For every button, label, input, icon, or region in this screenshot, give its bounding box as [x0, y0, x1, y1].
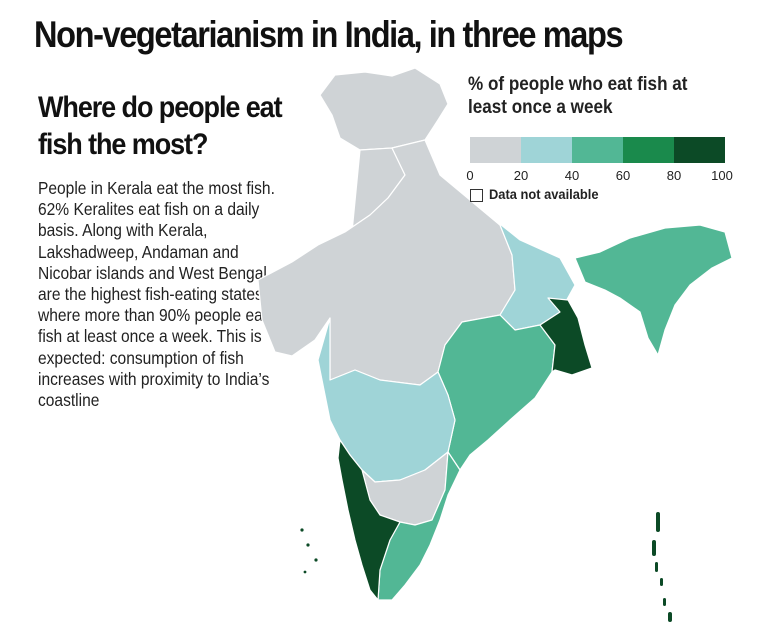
body-paragraph: People in Kerala eat the most fish. 62% …: [38, 178, 275, 411]
map-region-west-bengal: [539, 297, 593, 376]
legend-ticks: 0 20 40 60 80 100: [466, 168, 733, 184]
map-region-kerala: [337, 439, 401, 601]
map-region-north-east: [574, 224, 733, 356]
map-region-east-coast: [437, 314, 556, 471]
map-region-islands: [300, 512, 672, 622]
legend-swatch: [572, 137, 623, 163]
page-title: Non-vegetarianism in India, in three map…: [34, 14, 624, 55]
legend-swatch: [521, 137, 572, 163]
legend-title: % of people who eat fish at least once a…: [468, 74, 688, 118]
legend-tick-label: 20: [513, 168, 529, 183]
section-subtitle: Where do people eat fish the most?: [38, 91, 283, 161]
map-region-north: [319, 67, 449, 151]
legend-tick-label: 80: [666, 168, 682, 183]
map-region-south-east-coast: [377, 451, 461, 601]
legend-tick-label: 100: [711, 168, 733, 183]
legend-tick-label: 40: [564, 168, 580, 183]
legend-tick-label: 60: [615, 168, 631, 183]
legend-color-scale: [470, 137, 725, 163]
legend-swatch: [470, 137, 521, 163]
legend-tick-label: 0: [466, 168, 474, 183]
data-not-available-label: Data not available: [489, 186, 599, 202]
data-not-available-swatch: [470, 189, 483, 202]
legend-swatch: [674, 137, 725, 163]
legend-swatch: [623, 137, 674, 163]
